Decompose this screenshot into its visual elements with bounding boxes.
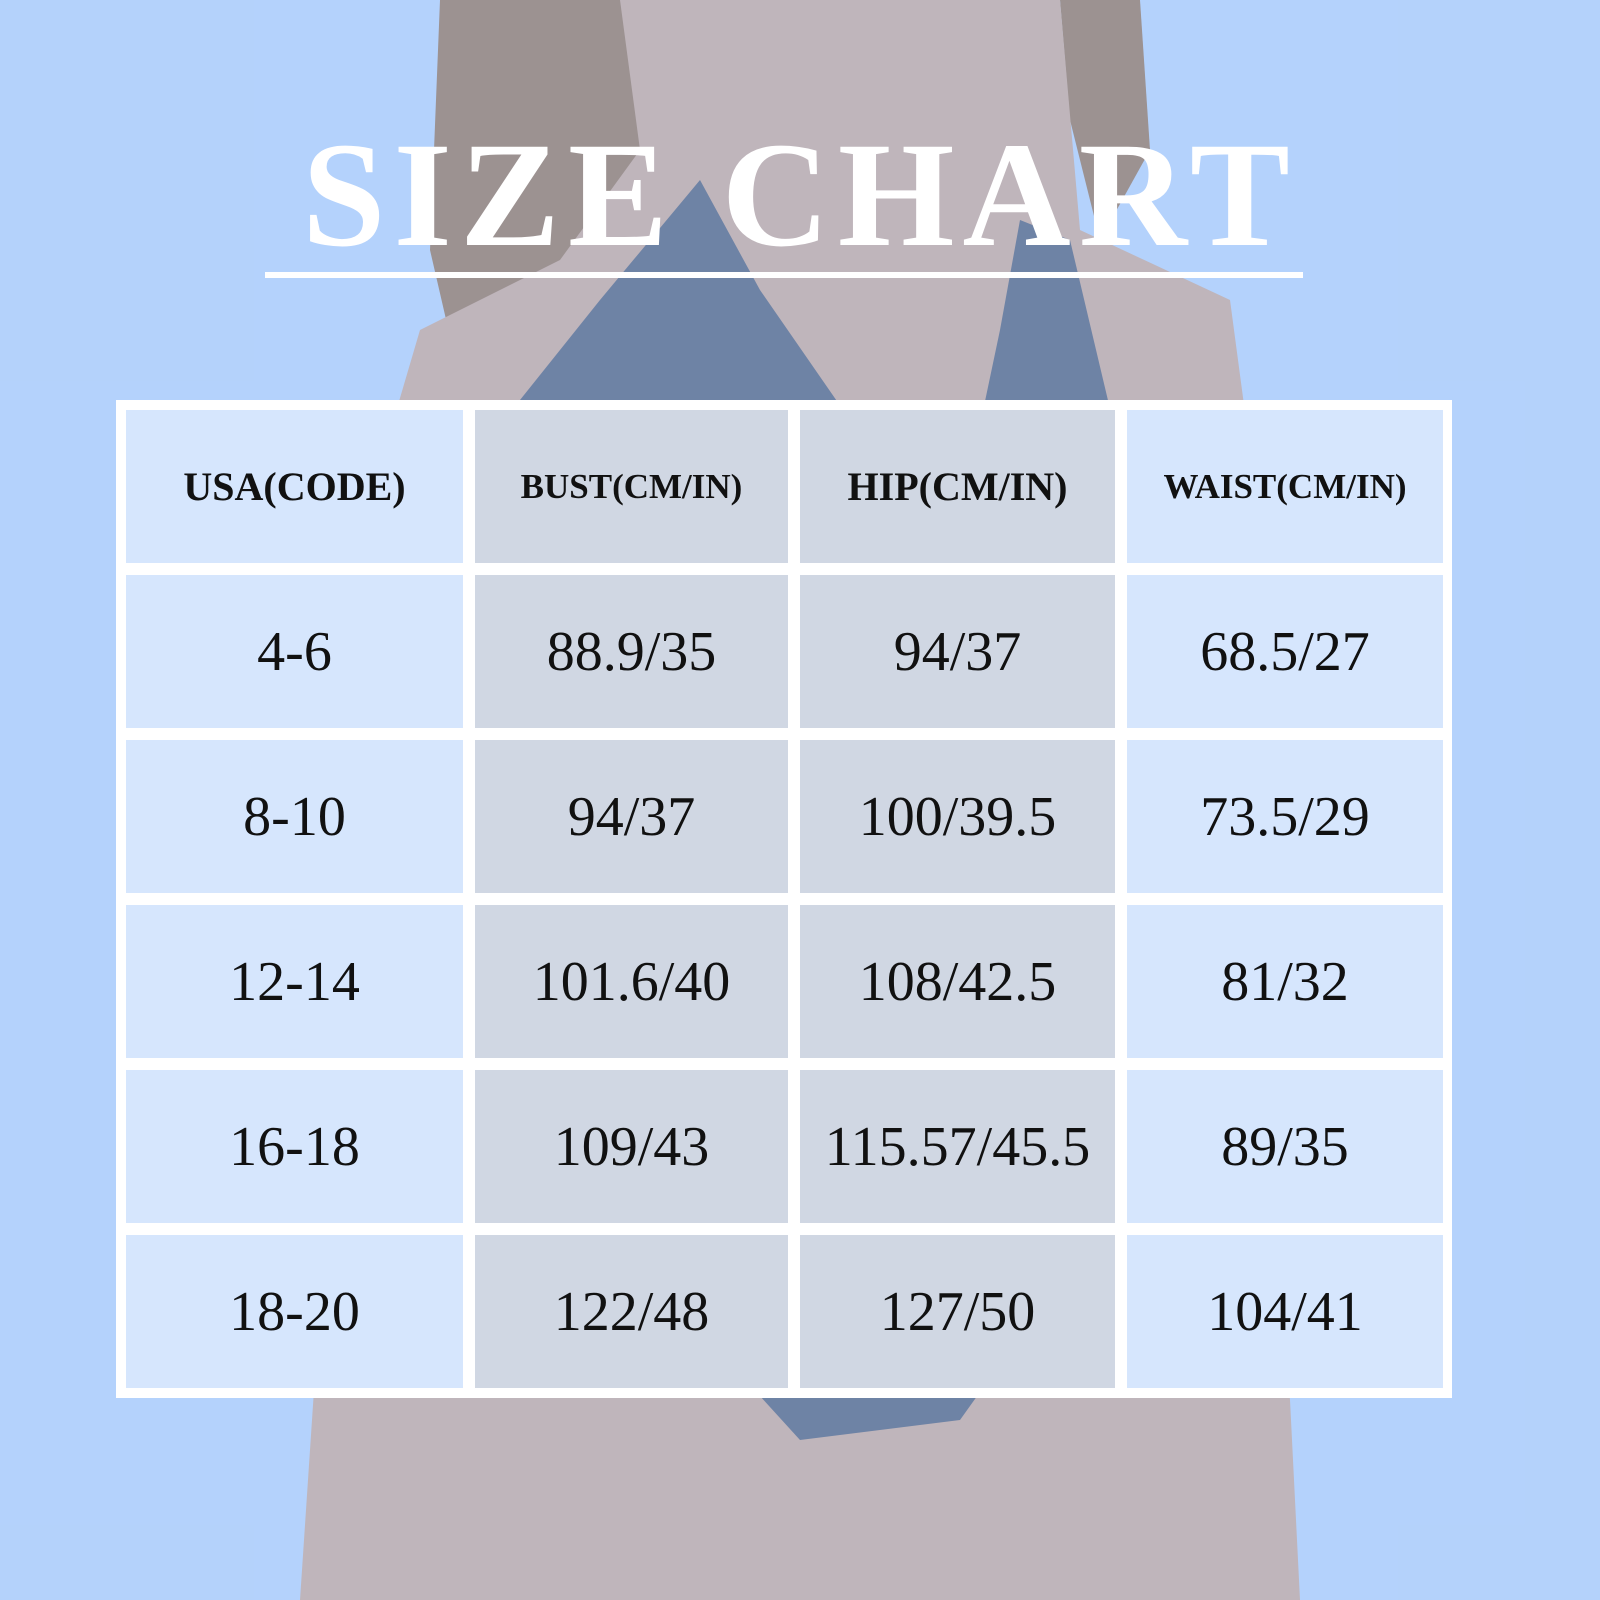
- table-cell: 104/41: [1127, 1235, 1443, 1388]
- table-cell: 4-6: [126, 575, 463, 728]
- table-cell: 100/39.5: [800, 740, 1115, 893]
- table-cell: 16-18: [126, 1070, 463, 1223]
- header-waist: WAIST(CM/IN): [1127, 410, 1443, 563]
- table-cell: 68.5/27: [1127, 575, 1443, 728]
- table-cell: 81/32: [1127, 905, 1443, 1058]
- table-cell: 109/43: [475, 1070, 788, 1223]
- table-cell: 73.5/29: [1127, 740, 1443, 893]
- header-usa-code: USA(CODE): [126, 410, 463, 563]
- page-title: SIZE CHART: [302, 112, 1298, 278]
- table-cell: 88.9/35: [475, 575, 788, 728]
- table-cell: 8-10: [126, 740, 463, 893]
- table-cell: 127/50: [800, 1235, 1115, 1388]
- table-cell: 94/37: [800, 575, 1115, 728]
- header-bust: BUST(CM/IN): [475, 410, 788, 563]
- table-cell: 94/37: [475, 740, 788, 893]
- table-cell: 108/42.5: [800, 905, 1115, 1058]
- hair-right: [1060, 0, 1150, 240]
- table-cell: 18-20: [126, 1235, 463, 1388]
- header-hip: HIP(CM/IN): [800, 410, 1115, 563]
- table-cell: 122/48: [475, 1235, 788, 1388]
- title-underline: [265, 272, 1303, 278]
- table-cell: 101.6/40: [475, 905, 788, 1058]
- size-table: USA(CODE) BUST(CM/IN) HIP(CM/IN) WAIST(C…: [116, 400, 1452, 1398]
- table-cell: 12-14: [126, 905, 463, 1058]
- table-cell: 89/35: [1127, 1070, 1443, 1223]
- table-cell: 115.57/45.5: [800, 1070, 1115, 1223]
